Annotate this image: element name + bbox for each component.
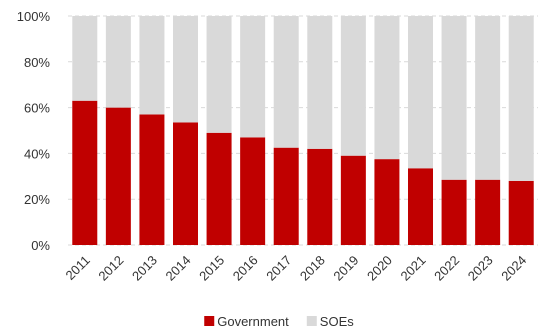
- bar-government-2023: [475, 179, 501, 245]
- y-tick-label: 80%: [24, 55, 50, 70]
- x-tick-label: 2015: [196, 253, 227, 284]
- y-tick-label: 60%: [24, 101, 50, 116]
- bar-soes-2016: [240, 16, 266, 138]
- bars: [72, 16, 534, 245]
- legend-label: SOEs: [320, 314, 354, 329]
- bar-government-2012: [105, 107, 131, 245]
- bar-government-2015: [206, 132, 232, 245]
- x-tick-label: 2012: [95, 253, 126, 284]
- bar-government-2022: [441, 179, 467, 245]
- bar-government-2024: [508, 180, 534, 245]
- bar-government-2013: [139, 114, 165, 245]
- bar-government-2011: [72, 100, 98, 245]
- y-tick-label: 100%: [17, 9, 51, 24]
- x-tick-label: 2023: [465, 253, 496, 284]
- x-tick-label: 2019: [330, 253, 361, 284]
- x-tick-label: 2024: [498, 253, 529, 284]
- bar-government-2018: [307, 148, 333, 245]
- bar-soes-2017: [273, 16, 299, 148]
- bar-soes-2024: [508, 16, 534, 181]
- bar-soes-2014: [173, 16, 198, 123]
- x-tick-label: 2022: [431, 253, 462, 284]
- x-axis: 2011 2012 2013 2014 2015 2016 2017 2018 2019 2020…: [63, 253, 530, 284]
- y-tick-label: 40%: [24, 146, 50, 161]
- y-tick-label: 20%: [24, 192, 50, 207]
- bar-soes-2021: [408, 16, 433, 169]
- bar-government-2019: [340, 155, 366, 245]
- x-tick-label: 2011: [63, 253, 93, 283]
- bar-soes-2019: [340, 16, 366, 156]
- bar-soes-2012: [105, 16, 131, 108]
- legend-item-government: Government: [204, 314, 289, 329]
- legend-swatch: [306, 316, 317, 326]
- legend-swatch: [204, 316, 215, 326]
- y-axis: 0% 20% 40% 60% 80% 100%: [17, 9, 51, 253]
- y-tick-label: 0%: [31, 238, 50, 253]
- bar-soes-2013: [139, 16, 165, 115]
- x-tick-label: 2020: [364, 253, 395, 284]
- x-tick-label: 2017: [263, 253, 294, 284]
- bar-government-2016: [240, 137, 266, 245]
- bar-soes-2022: [441, 16, 467, 180]
- x-tick-label: 2014: [163, 253, 194, 284]
- bar-soes-2018: [307, 16, 333, 149]
- bar-soes-2020: [374, 16, 400, 160]
- legend: Government SOEs: [204, 314, 354, 329]
- bar-government-2014: [173, 122, 198, 245]
- bar-soes-2011: [72, 16, 98, 101]
- x-tick-label: 2021: [398, 253, 429, 284]
- x-tick-label: 2018: [297, 253, 328, 284]
- x-tick-label: 2016: [230, 253, 261, 284]
- bar-soes-2015: [206, 16, 232, 133]
- bar-government-2021: [408, 168, 433, 245]
- legend-label: Government: [217, 314, 289, 329]
- bar-government-2020: [374, 159, 400, 245]
- legend-item-soes: SOEs: [306, 314, 354, 329]
- bar-soes-2023: [475, 16, 501, 180]
- bar-government-2017: [273, 147, 299, 245]
- x-tick-label: 2013: [129, 253, 160, 284]
- gridlines: [68, 15, 538, 246]
